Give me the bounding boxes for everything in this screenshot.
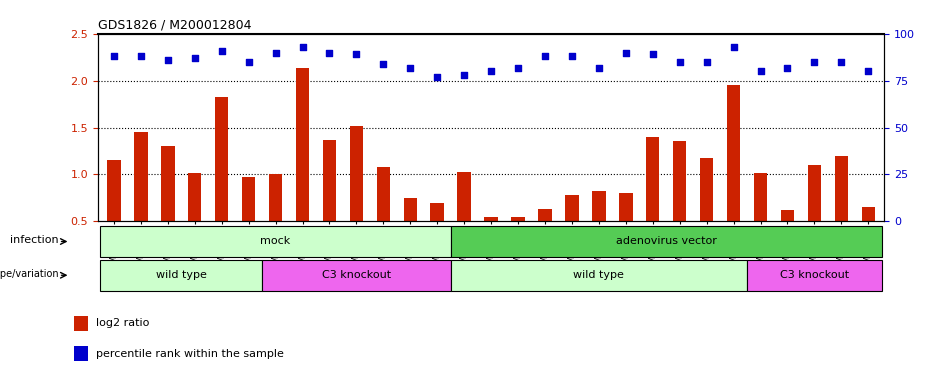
Point <box>645 51 660 57</box>
Bar <box>430 202 444 221</box>
Bar <box>403 198 417 221</box>
Point <box>403 64 418 70</box>
Point <box>268 50 283 55</box>
Bar <box>242 177 255 221</box>
Bar <box>188 172 201 221</box>
Point <box>430 74 445 80</box>
Bar <box>107 160 121 221</box>
Bar <box>74 316 88 331</box>
Bar <box>834 156 848 221</box>
Text: C3 knockout: C3 knockout <box>780 270 849 280</box>
Bar <box>101 226 451 257</box>
Point <box>349 51 364 57</box>
Bar <box>646 137 659 221</box>
Bar <box>323 140 336 221</box>
Bar <box>74 346 88 361</box>
Text: adenovirus vector: adenovirus vector <box>615 237 717 246</box>
Bar <box>673 141 686 221</box>
Point <box>753 68 768 74</box>
Bar <box>484 217 498 221</box>
Bar <box>134 132 148 221</box>
Bar <box>747 260 882 291</box>
Bar <box>781 210 794 221</box>
Bar <box>808 165 821 221</box>
Bar <box>619 193 632 221</box>
Point <box>564 53 579 59</box>
Text: GDS1826 / M200012804: GDS1826 / M200012804 <box>98 18 251 31</box>
Bar <box>700 158 713 221</box>
Point <box>483 68 498 74</box>
Point <box>241 59 256 65</box>
Point <box>537 53 552 59</box>
Bar <box>263 260 451 291</box>
Point <box>834 59 849 65</box>
Bar <box>511 217 525 221</box>
Text: mock: mock <box>261 237 290 246</box>
Bar <box>538 209 552 221</box>
Point <box>187 55 202 61</box>
Text: wild type: wild type <box>155 270 207 280</box>
Bar <box>451 226 882 257</box>
Bar <box>296 69 309 221</box>
Point <box>133 53 148 59</box>
Bar <box>269 174 282 221</box>
Point <box>861 68 876 74</box>
Text: log2 ratio: log2 ratio <box>96 318 149 328</box>
Point <box>591 64 606 70</box>
Point <box>807 59 822 65</box>
Point <box>106 53 121 59</box>
Point <box>376 61 391 67</box>
Point <box>726 44 741 50</box>
Point <box>457 72 472 78</box>
Text: percentile rank within the sample: percentile rank within the sample <box>96 349 284 359</box>
Point <box>214 48 229 54</box>
Bar <box>350 126 363 221</box>
Point <box>780 64 795 70</box>
Bar <box>377 167 390 221</box>
Point <box>618 50 633 55</box>
Bar <box>161 146 174 221</box>
Bar <box>451 260 747 291</box>
Bar <box>565 195 579 221</box>
Text: wild type: wild type <box>573 270 625 280</box>
Point <box>295 44 310 50</box>
Bar <box>215 97 228 221</box>
Text: genotype/variation: genotype/variation <box>0 269 59 279</box>
Point <box>672 59 687 65</box>
Bar <box>457 172 471 221</box>
Point <box>322 50 337 55</box>
Bar <box>754 173 767 221</box>
Point <box>160 57 175 63</box>
Point <box>510 64 525 70</box>
Text: C3 knockout: C3 knockout <box>322 270 391 280</box>
Bar <box>592 191 605 221</box>
Bar <box>101 260 263 291</box>
Point <box>699 59 714 65</box>
Text: infection: infection <box>10 235 59 245</box>
Bar <box>861 207 875 221</box>
Bar <box>727 86 740 221</box>
